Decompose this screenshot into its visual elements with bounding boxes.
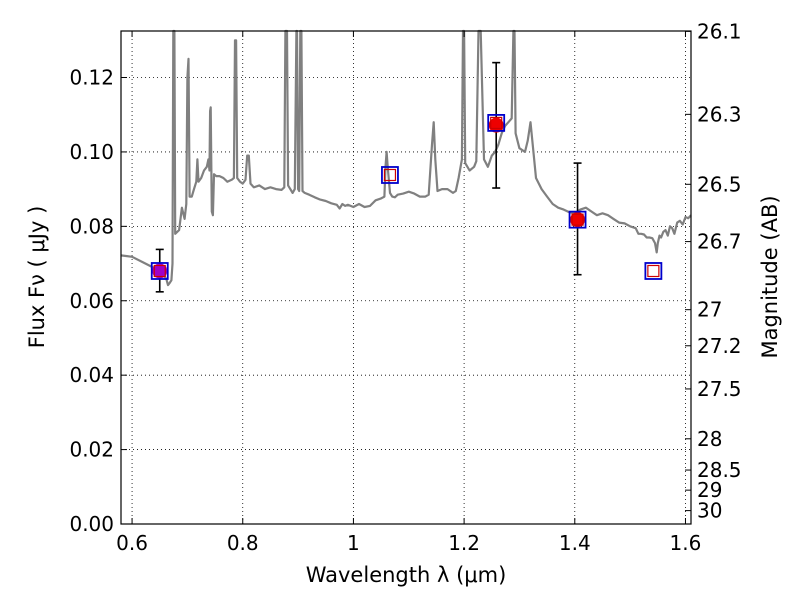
- model-box: [568, 210, 587, 229]
- magnitude-axis-label: Magnitude (AB): [758, 195, 782, 358]
- magnitude-tick-label: 27: [697, 298, 722, 322]
- x-tick-label: 0.6: [116, 531, 148, 555]
- model-box-inner: [490, 116, 503, 130]
- y-tick-label: 0.08: [69, 214, 114, 238]
- magnitude-tick-label: 28: [697, 427, 722, 451]
- magnitude-tick-label: 26.7: [697, 230, 742, 254]
- observed-point: [570, 212, 586, 228]
- model-box: [381, 166, 399, 184]
- magnitude-tick-label: 26.3: [697, 102, 742, 126]
- magnitude-tick-label: 27.5: [697, 377, 742, 401]
- model-box-inner: [383, 168, 397, 182]
- x-tick-label: 1.4: [559, 531, 591, 555]
- magnitude-tick-label: 30: [697, 499, 722, 523]
- spectrum-line: [120, 29, 692, 287]
- y-tick-label: 0.10: [69, 140, 114, 164]
- model-box: [644, 262, 663, 280]
- observed-points: [152, 117, 586, 279]
- magnitude-tick-label: 26.1: [697, 19, 742, 43]
- magnitude-tick-label: 27.2: [697, 334, 742, 358]
- magnitude-tick-label: 28.5: [697, 458, 742, 482]
- x-tick-label: 0.8: [227, 531, 259, 555]
- y-tick-label: 0.02: [69, 438, 114, 462]
- y-tick-label: 0.00: [69, 512, 114, 536]
- magnitude-tick-label: 29: [697, 478, 722, 502]
- y-tick-label: 0.12: [69, 66, 114, 90]
- model-box: [150, 262, 169, 280]
- model-boxes: [150, 114, 663, 280]
- y-tick-label: 0.04: [69, 363, 114, 387]
- x-tick-label: 1: [347, 531, 360, 555]
- y-axis-label: Flux Fν ( μJy ): [25, 206, 49, 349]
- plot-frame: [120, 30, 692, 525]
- x-tick-label: 1.6: [670, 531, 702, 555]
- y-tick-label: 0.06: [69, 289, 114, 313]
- magnitude-tick-label: 26.5: [697, 172, 742, 196]
- x-tick-label: 1.2: [448, 531, 480, 555]
- observed-point: [152, 263, 168, 279]
- model-box-inner: [153, 264, 166, 278]
- x-axis-label: Wavelength λ (μm): [306, 563, 507, 587]
- model-spectrum: [120, 29, 692, 287]
- model-box-inner: [571, 213, 584, 226]
- model-box-inner: [647, 264, 660, 278]
- x-axis-ticks: 0.6 0.8 1 1.2 1.4 1.6: [116, 31, 701, 555]
- grid-lines: [121, 31, 691, 525]
- y-axis-ticks: 0.00 0.02 0.04 0.06 0.08 0.10 0.12: [69, 66, 127, 536]
- model-box: [487, 114, 506, 132]
